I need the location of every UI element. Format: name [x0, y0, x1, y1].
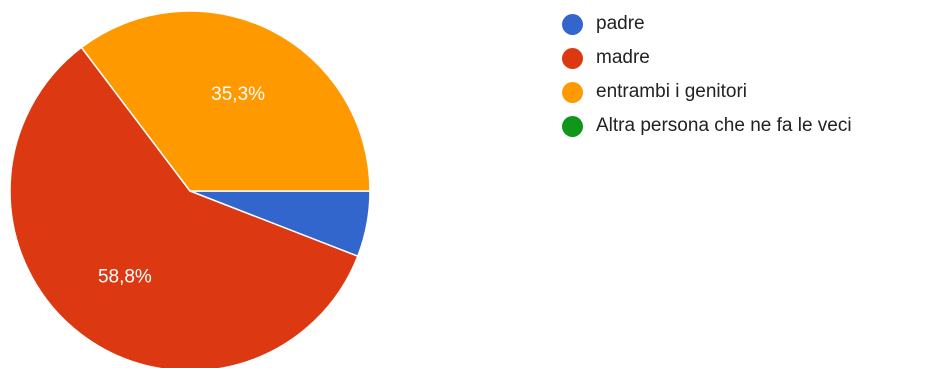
pie-slice-madre[interactable] [9, 46, 359, 368]
legend-item-entrambi-i-genitori[interactable]: entrambi i genitori [562, 75, 852, 109]
legend-item-altra-persona[interactable]: Altra persona che ne fa le veci [562, 109, 852, 143]
legend-swatch-padre [562, 13, 583, 35]
legend: padre madre entrambi i genitori Altra pe… [562, 7, 852, 143]
slice-label-entrambi-i-genitori: 35,3% [211, 84, 265, 105]
legend-item-padre[interactable]: padre [562, 7, 852, 41]
legend-label-altra-persona: Altra persona che ne fa le veci [596, 115, 852, 136]
legend-swatch-entrambi-i-genitori [562, 81, 583, 103]
pie-slice-entrambi-i-genitori[interactable] [80, 10, 371, 192]
legend-label-entrambi-i-genitori: entrambi i genitori [596, 81, 748, 102]
legend-label-padre: padre [596, 13, 645, 34]
legend-label-madre: madre [596, 47, 650, 68]
legend-swatch-altra-persona [562, 115, 583, 137]
legend-item-madre[interactable]: madre [562, 41, 852, 75]
legend-swatch-madre [562, 47, 583, 69]
slice-label-madre: 58,8% [98, 267, 152, 288]
